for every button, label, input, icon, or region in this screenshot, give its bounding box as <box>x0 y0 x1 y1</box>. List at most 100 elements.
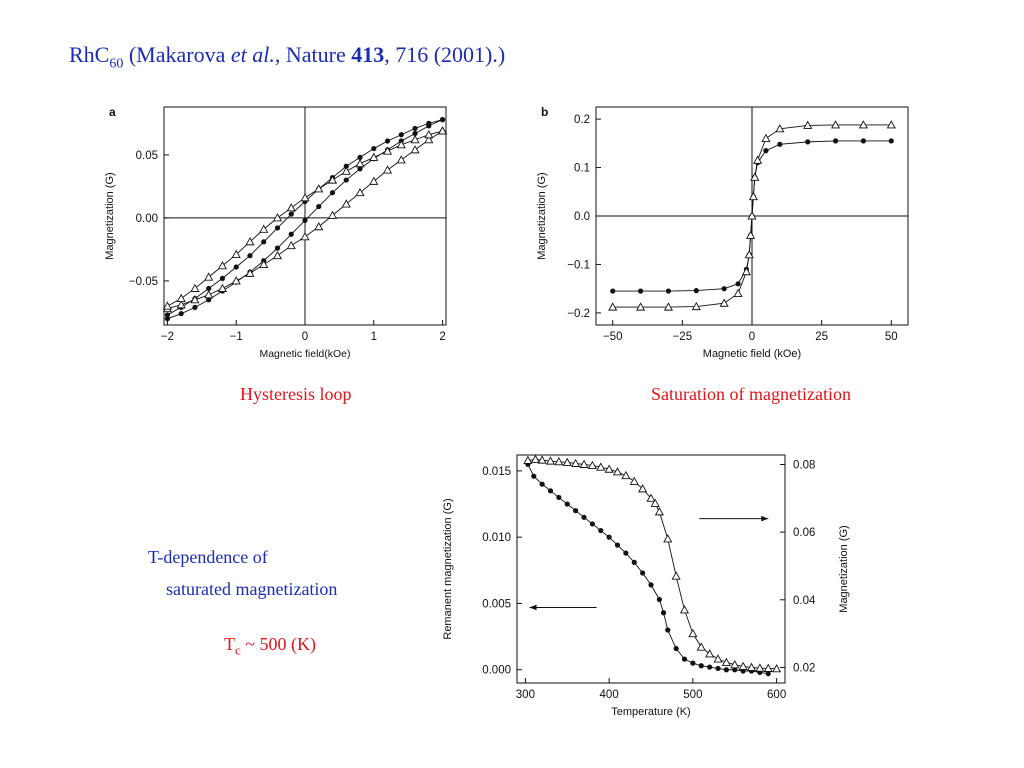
x-axis-label-1: Magnetic field (kOe) <box>703 348 801 360</box>
data-point-2-1-30 <box>763 663 773 672</box>
data-point-0-1-1 <box>426 120 432 126</box>
data-point-0-1-17 <box>206 285 212 292</box>
x-axis-label-2: Temperature (K) <box>611 706 690 718</box>
data-point-0-3-6 <box>355 158 365 168</box>
data-point-2-1-2 <box>537 455 547 464</box>
data-point-2-1-8 <box>587 460 597 469</box>
data-point-2-0-3 <box>547 488 554 494</box>
data-point-2-0-18 <box>665 627 671 633</box>
data-point-2-0-17 <box>660 610 667 616</box>
data-point-1-0-17 <box>860 138 867 144</box>
data-point-0-0-9 <box>288 231 294 237</box>
data-point-0-2-15 <box>369 176 379 185</box>
y-axis-label-2: Remanent magnetization (G) <box>442 498 454 639</box>
caption-curie-temperature: Tc ~ 500 (K) <box>224 634 317 658</box>
data-point-2-1-4 <box>554 457 564 466</box>
data-point-2-1-3 <box>545 456 556 465</box>
data-point-0-3-7 <box>341 166 351 175</box>
data-point-2-0-5 <box>564 501 570 507</box>
data-point-1-1-4 <box>719 298 729 307</box>
data-point-2-0-22 <box>698 663 704 669</box>
data-point-0-0-10 <box>302 217 308 224</box>
caption-tdep-line2: saturated magnetization <box>166 579 338 599</box>
y-tick-label-1-1: −0.1 <box>567 259 590 271</box>
x-tick-label-0-2: 0 <box>302 331 308 343</box>
data-point-0-2-10 <box>300 232 310 241</box>
data-point-0-2-2 <box>190 295 200 304</box>
data-point-0-2-13 <box>341 199 351 208</box>
data-point-2-0-9 <box>598 527 604 534</box>
data-point-0-2-16 <box>382 165 393 174</box>
data-point-2-0-8 <box>589 521 595 527</box>
series-line-2-0 <box>527 464 769 675</box>
data-point-2-0-26 <box>732 667 738 673</box>
y-tick-label-2-3: 0.015 <box>482 466 511 478</box>
y2-tick-label-2-0: 0.02 <box>793 662 815 674</box>
x-tick-label-2-0: 300 <box>516 689 535 701</box>
data-point-0-0-2 <box>192 304 198 310</box>
data-point-0-0-1 <box>178 311 184 317</box>
panel-label-1: b <box>541 105 548 119</box>
data-point-1-0-0 <box>610 288 616 294</box>
data-point-0-3-0 <box>437 126 448 135</box>
data-point-2-1-10 <box>604 464 614 473</box>
data-point-2-1-11 <box>612 467 623 476</box>
data-point-1-1-16 <box>831 120 841 129</box>
reference-citation: (Makarova et al., Nature 413, 716 (2001)… <box>128 42 506 67</box>
data-point-0-1-5 <box>371 145 377 152</box>
data-point-0-3-19 <box>176 293 186 303</box>
data-point-0-3-10 <box>300 193 310 202</box>
data-point-0-1-20 <box>164 312 171 318</box>
x-tick-label-1-1: −25 <box>673 331 693 343</box>
y-tick-label-0-0: −0.05 <box>129 276 158 288</box>
data-point-2-1-18 <box>663 534 673 543</box>
data-point-1-0-4 <box>721 286 727 292</box>
y-tick-label-1-4: 0.2 <box>574 114 590 126</box>
data-point-1-0-18 <box>888 138 894 144</box>
y2-tick-label-2-3: 0.08 <box>793 459 815 471</box>
data-point-0-1-11 <box>288 211 294 217</box>
x-tick-label-2-1: 400 <box>600 689 619 701</box>
slide-title: RhC60 (Makarova et al., Nature 413, 716 … <box>69 42 505 72</box>
data-point-2-1-31 <box>772 664 782 673</box>
data-point-0-0-13 <box>343 177 349 183</box>
data-point-0-1-13 <box>261 239 267 245</box>
panel-label-0: a <box>109 105 116 119</box>
data-point-0-1-7 <box>343 163 349 169</box>
data-point-2-0-21 <box>690 660 696 666</box>
data-point-0-1-15 <box>233 264 239 270</box>
data-point-2-1-28 <box>746 662 757 671</box>
data-point-2-1-20 <box>679 605 690 614</box>
data-point-2-0-4 <box>556 494 562 501</box>
data-point-2-1-0 <box>523 455 533 464</box>
data-point-2-1-15 <box>646 493 656 502</box>
data-point-0-0-8 <box>274 245 281 251</box>
data-point-0-3-8 <box>327 175 338 184</box>
y-tick-label-2-0: 0.000 <box>482 665 511 677</box>
data-point-0-2-8 <box>272 250 283 260</box>
data-point-0-3-20 <box>162 301 173 310</box>
data-point-2-1-21 <box>688 628 698 638</box>
data-point-1-0-15 <box>805 139 811 145</box>
data-point-1-1-9 <box>747 211 757 220</box>
data-point-0-3-16 <box>217 261 228 270</box>
y-axis-label-0: Magnetization (G) <box>104 172 116 259</box>
data-point-1-0-3 <box>693 288 699 294</box>
x-tick-label-1-2: 0 <box>749 331 755 343</box>
y-axis-label-1: Magnetization (G) <box>536 172 548 259</box>
y-tick-label-0-2: 0.05 <box>136 150 158 162</box>
data-point-2-1-19 <box>671 571 681 580</box>
caption-tdep-line1: T-dependence of <box>148 547 268 567</box>
y2-tick-label-2-2: 0.06 <box>793 527 815 539</box>
data-point-0-2-1 <box>176 300 186 309</box>
data-point-2-0-14 <box>640 570 646 576</box>
data-point-2-0-7 <box>581 514 587 520</box>
data-point-1-1-15 <box>803 120 813 129</box>
data-point-0-3-17 <box>204 272 214 281</box>
data-point-1-1-3 <box>691 301 701 311</box>
x-tick-label-0-1: −1 <box>230 331 243 343</box>
data-point-2-1-16 <box>650 498 660 507</box>
data-point-2-1-27 <box>738 661 748 670</box>
data-point-0-2-7 <box>259 259 269 269</box>
data-point-2-0-1 <box>531 473 537 479</box>
